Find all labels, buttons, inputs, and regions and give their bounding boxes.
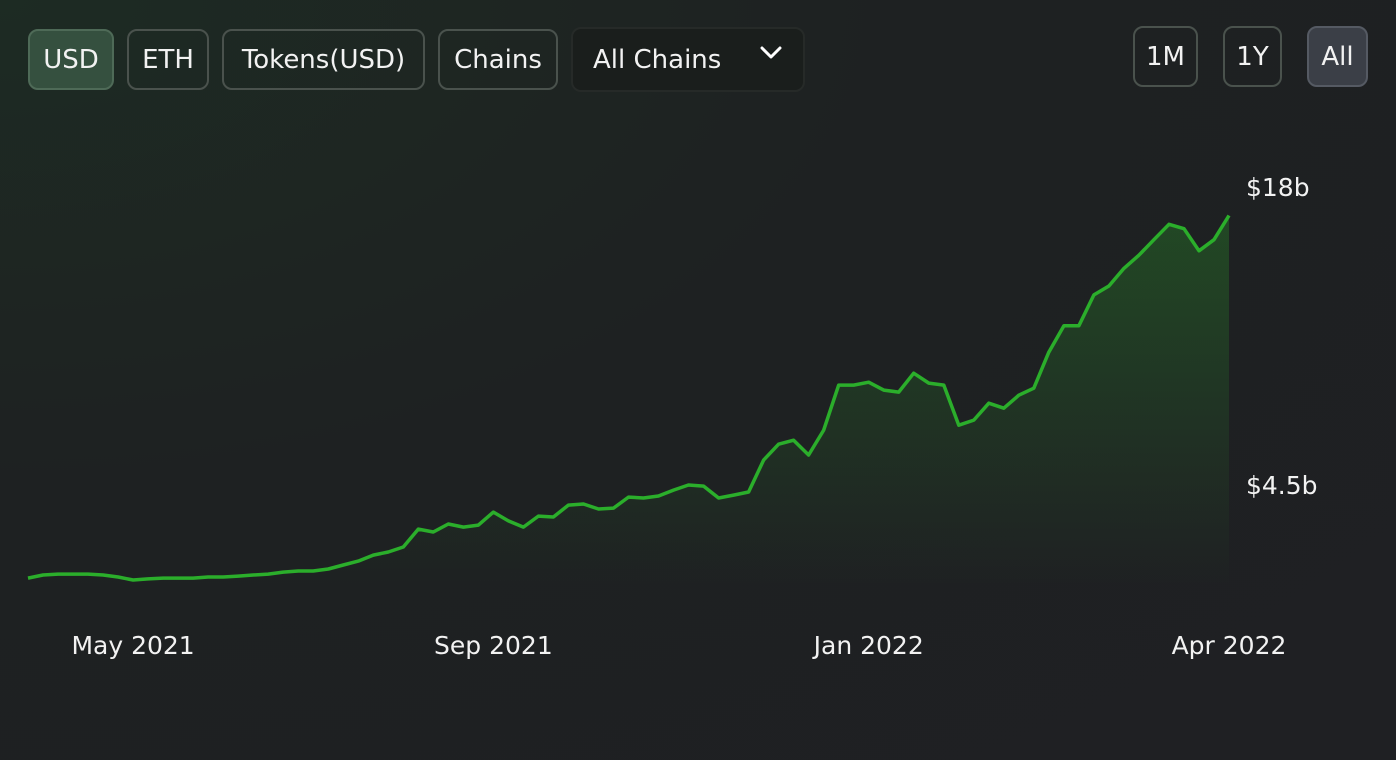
tab-eth[interactable]: ETH — [127, 29, 209, 90]
range-1m[interactable]: 1M — [1133, 26, 1198, 87]
chain-select-label: All Chains — [593, 44, 722, 75]
x-tick-label: Jan 2022 — [812, 631, 924, 660]
tab-tokens[interactable]: Tokens(USD) — [222, 29, 425, 90]
x-tick-label: May 2021 — [71, 631, 194, 660]
x-tick-label: Apr 2022 — [1172, 631, 1287, 660]
area — [28, 215, 1229, 586]
chain-select[interactable]: All Chains — [571, 27, 805, 92]
tab-chains[interactable]: Chains — [438, 29, 558, 90]
tab-usd[interactable]: USD — [28, 29, 114, 90]
range-1y[interactable]: 1Y — [1223, 26, 1282, 87]
y-tick-label: $18b — [1246, 173, 1310, 202]
line — [27, 214, 1231, 582]
x-tick-label: Sep 2021 — [434, 631, 553, 660]
y-tick-label: $4.5b — [1246, 471, 1318, 500]
range-all[interactable]: All — [1307, 26, 1368, 87]
